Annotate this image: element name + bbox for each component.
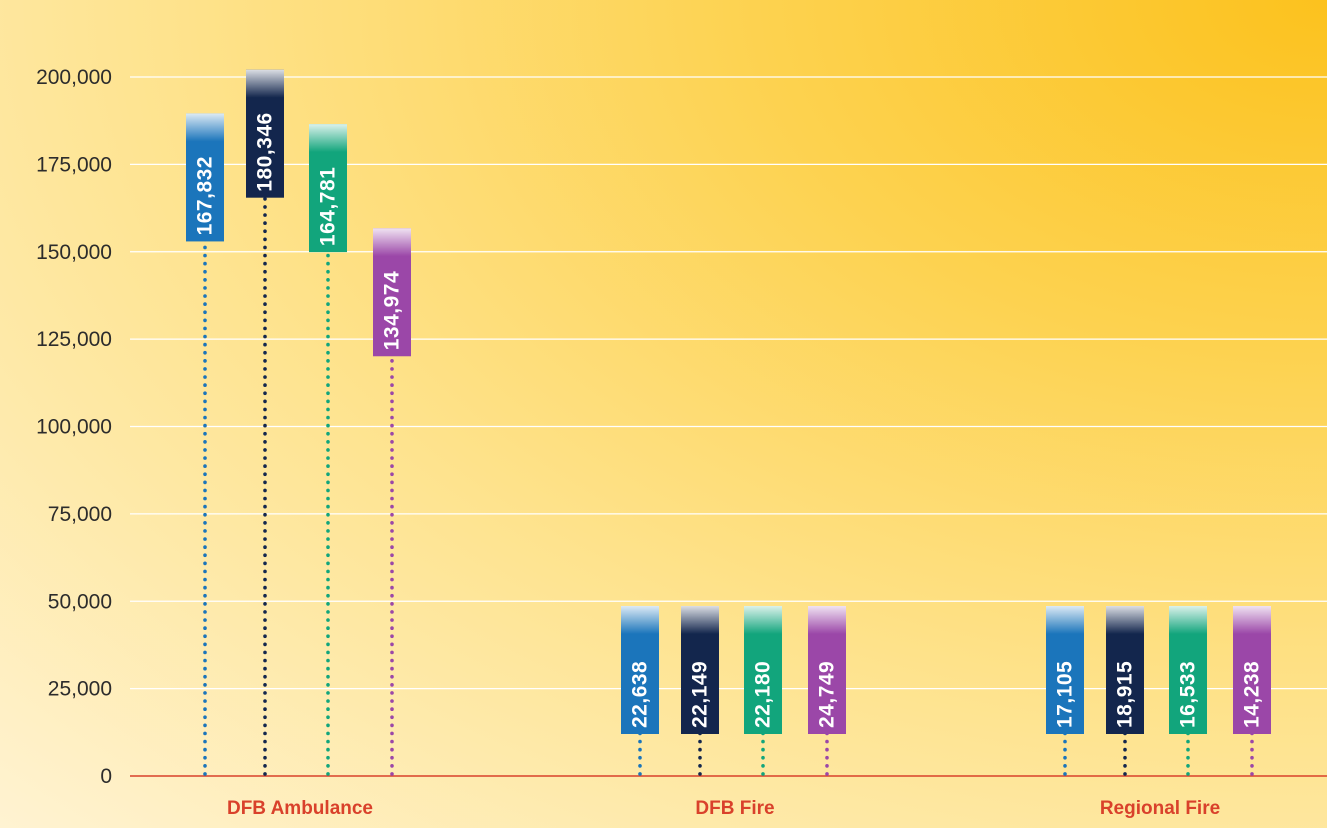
value-box-fade bbox=[1169, 606, 1207, 634]
value-box-fade bbox=[186, 113, 224, 142]
data-label: 134,974 bbox=[381, 271, 404, 350]
y-tick-label: 0 bbox=[100, 765, 112, 788]
data-label: 14,238 bbox=[1241, 661, 1264, 728]
bar: 134,974 bbox=[373, 228, 411, 776]
y-tick-label: 125,000 bbox=[36, 328, 112, 351]
data-label: 22,149 bbox=[689, 661, 712, 728]
y-tick-label: 100,000 bbox=[36, 416, 112, 439]
y-tick-label: 75,000 bbox=[48, 503, 112, 526]
data-label: 180,346 bbox=[254, 112, 277, 191]
bar: 164,781 bbox=[309, 124, 347, 776]
y-tick-label: 200,000 bbox=[36, 66, 112, 89]
bar: 24,749 bbox=[808, 606, 846, 776]
x-axis-categories: DFB Ambulance DFB Fire Regional Fire bbox=[227, 798, 1220, 819]
category-label: DFB Fire bbox=[695, 798, 774, 819]
value-box-fade bbox=[1046, 606, 1084, 634]
bar: 22,149 bbox=[681, 606, 719, 776]
data-label: 18,915 bbox=[1114, 661, 1137, 728]
bar: 180,346 bbox=[246, 69, 284, 776]
bar: 167,832 bbox=[186, 113, 224, 776]
bar: 18,915 bbox=[1106, 606, 1144, 776]
data-label: 17,105 bbox=[1054, 661, 1077, 728]
bar: 16,533 bbox=[1169, 606, 1207, 776]
data-label: 167,832 bbox=[194, 156, 217, 235]
value-box-fade bbox=[373, 228, 411, 257]
bar: 14,238 bbox=[1233, 606, 1271, 776]
value-box-fade bbox=[681, 606, 719, 634]
y-axis-ticks: 0 25,000 50,000 75,000 100,000 125,000 150,000… bbox=[36, 66, 112, 788]
value-box-fade bbox=[744, 606, 782, 634]
bars: 167,832 22,638 17,105 180,346 22,149 18,915 16… bbox=[186, 69, 1271, 776]
category-label: DFB Ambulance bbox=[227, 798, 373, 819]
value-box-fade bbox=[1106, 606, 1144, 634]
category-label: Regional Fire bbox=[1100, 798, 1220, 819]
y-tick-label: 150,000 bbox=[36, 241, 112, 264]
value-box-fade bbox=[246, 69, 284, 98]
y-tick-label: 175,000 bbox=[36, 153, 112, 176]
bar: 22,180 bbox=[744, 606, 782, 776]
data-label: 22,180 bbox=[752, 661, 775, 728]
y-tick-label: 25,000 bbox=[48, 678, 112, 701]
bar: 17,105 bbox=[1046, 606, 1084, 776]
value-box-fade bbox=[1233, 606, 1271, 634]
data-label: 16,533 bbox=[1177, 661, 1200, 728]
value-box-fade bbox=[808, 606, 846, 634]
data-label: 164,781 bbox=[317, 167, 340, 246]
data-label: 22,638 bbox=[629, 661, 652, 728]
bar: 22,638 bbox=[621, 606, 659, 776]
value-box-fade bbox=[309, 124, 347, 153]
data-label: 24,749 bbox=[816, 661, 839, 728]
y-tick-label: 50,000 bbox=[48, 590, 112, 613]
value-box-fade bbox=[621, 606, 659, 634]
